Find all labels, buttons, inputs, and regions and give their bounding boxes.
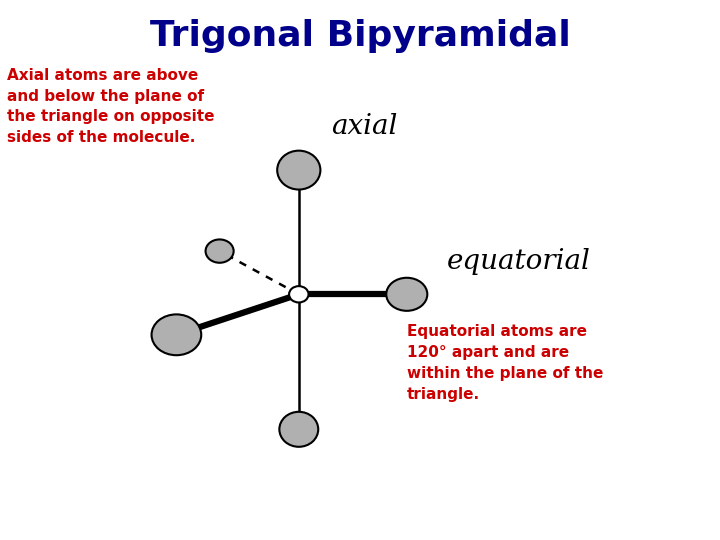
Ellipse shape (386, 278, 427, 311)
Ellipse shape (279, 412, 318, 447)
Text: Axial atoms are above
and below the plane of
the triangle on opposite
sides of t: Axial atoms are above and below the plan… (7, 68, 215, 145)
Ellipse shape (206, 239, 233, 263)
Text: equatorial: equatorial (446, 248, 590, 275)
Text: Equatorial atoms are
120° apart and are
within the plane of the
triangle.: Equatorial atoms are 120° apart and are … (407, 324, 603, 402)
Text: Trigonal Bipyramidal: Trigonal Bipyramidal (150, 19, 570, 53)
Ellipse shape (289, 286, 309, 302)
Ellipse shape (277, 151, 320, 190)
Ellipse shape (152, 314, 202, 355)
Text: axial: axial (331, 113, 397, 140)
